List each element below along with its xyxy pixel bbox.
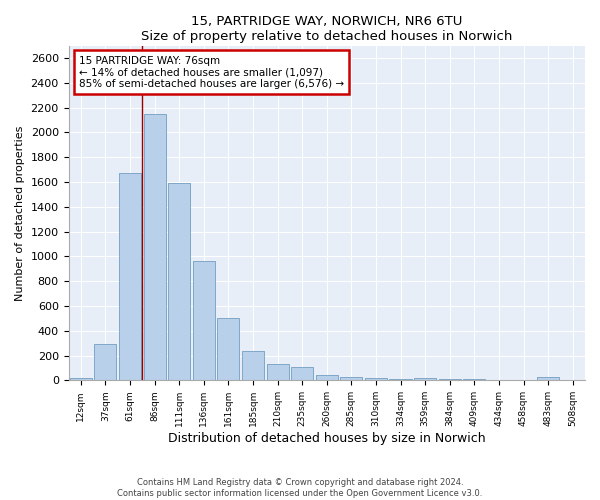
Bar	[168, 183, 190, 380]
Bar	[389, 379, 412, 380]
Bar	[70, 378, 92, 380]
Bar	[217, 318, 239, 380]
Text: Contains HM Land Registry data © Crown copyright and database right 2024.
Contai: Contains HM Land Registry data © Crown c…	[118, 478, 482, 498]
Text: 15 PARTRIDGE WAY: 76sqm
← 14% of detached houses are smaller (1,097)
85% of semi: 15 PARTRIDGE WAY: 76sqm ← 14% of detache…	[79, 56, 344, 89]
Title: 15, PARTRIDGE WAY, NORWICH, NR6 6TU
Size of property relative to detached houses: 15, PARTRIDGE WAY, NORWICH, NR6 6TU Size…	[141, 15, 512, 43]
Bar	[537, 377, 559, 380]
Bar	[439, 379, 461, 380]
X-axis label: Distribution of detached houses by size in Norwich: Distribution of detached houses by size …	[168, 432, 485, 445]
Bar	[143, 114, 166, 380]
Bar	[340, 377, 362, 380]
Bar	[414, 378, 436, 380]
Bar	[463, 379, 485, 380]
Bar	[316, 375, 338, 380]
Y-axis label: Number of detached properties: Number of detached properties	[15, 126, 25, 300]
Bar	[119, 174, 141, 380]
Bar	[291, 366, 313, 380]
Bar	[266, 364, 289, 380]
Bar	[94, 344, 116, 380]
Bar	[365, 378, 387, 380]
Bar	[242, 351, 264, 380]
Bar	[193, 262, 215, 380]
